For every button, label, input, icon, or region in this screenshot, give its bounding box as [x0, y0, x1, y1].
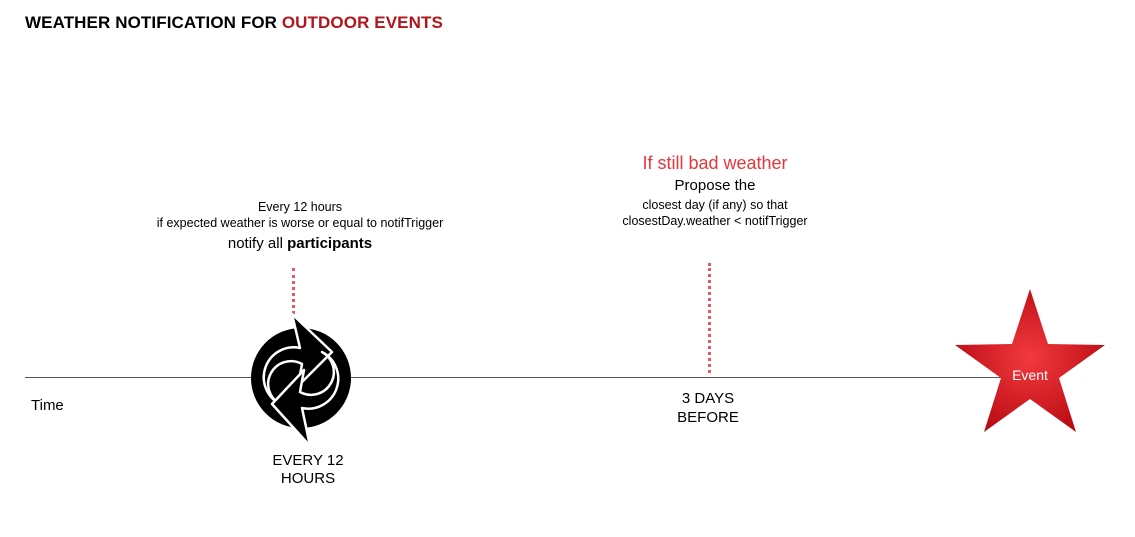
title-prefix: WEATHER NOTIFICATION FOR [25, 13, 282, 32]
milestone-12h-connector [292, 268, 295, 320]
milestone-3d-label: 3 DAYS BEFORE [658, 389, 758, 427]
milestone-12h-label-line2: HOURS [280, 470, 336, 487]
axis-label-time: Time [31, 397, 64, 414]
milestone-3d-label-line1: 3 DAYS [681, 390, 735, 407]
milestone-12h-note: Every 12 hours if expected weather is wo… [150, 199, 450, 254]
notify-participants: participants [287, 235, 373, 252]
milestone-12h-label-line1: EVERY 12 [272, 452, 344, 469]
milestone-3d-line1: Propose the [674, 177, 756, 194]
title-accent: OUTDOOR EVENTS [281, 13, 443, 32]
milestone-3d-note: If still bad weather Propose the closest… [590, 152, 840, 229]
milestone-12h-label: EVERY 12 HOURS [258, 452, 358, 488]
milestone-3d-connector [708, 263, 711, 373]
milestone-12h-line3: notify all participants [150, 234, 450, 254]
milestone-3d-line3: closestDay.weather < notifTrigger [622, 214, 808, 228]
refresh-cycle-icon [251, 312, 351, 448]
milestone-12h-line1: Every 12 hours [257, 200, 343, 214]
milestone-3d-heading: If still bad weather [642, 153, 788, 173]
notify-prefix: notify all [227, 235, 288, 252]
star-icon [955, 289, 1105, 432]
timeline-axis [25, 377, 1025, 378]
diagram-title: WEATHER NOTIFICATION FOR OUTDOOR EVENTS [25, 13, 443, 33]
event-label: Event [1012, 367, 1048, 383]
milestone-12h-line2: if expected weather is worse or equal to… [156, 216, 444, 230]
milestone-3d-label-line2: BEFORE [677, 409, 739, 426]
milestone-3d-line2: closest day (if any) so that [642, 198, 788, 212]
